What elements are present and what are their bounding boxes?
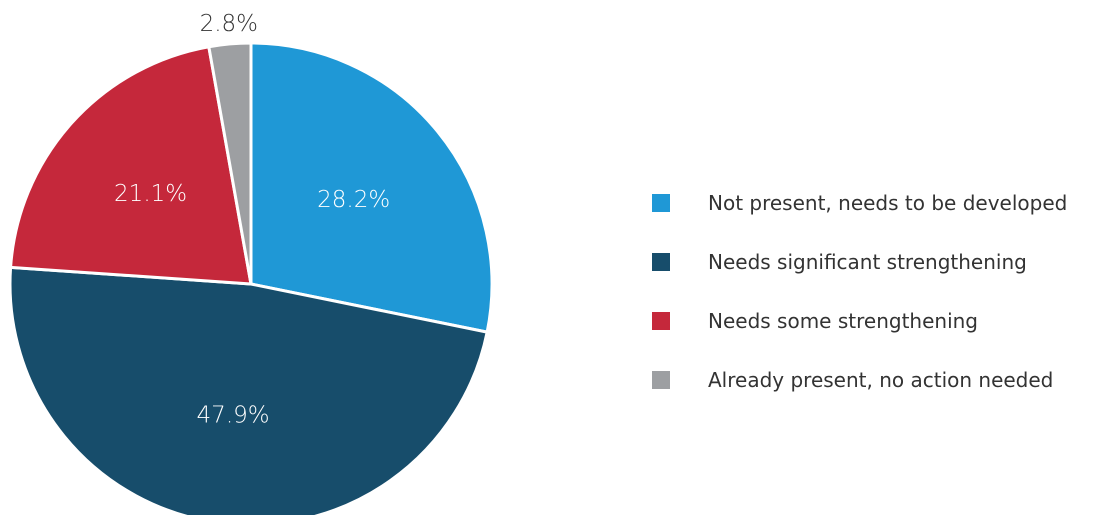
- pie-slice-not-present-needs-to-be-developed: [249, 41, 494, 334]
- legend-swatch-needs-significant-strengthening: [652, 253, 670, 271]
- legend: Not present, needs to be developed Needs …: [652, 191, 1067, 392]
- slice-label-already-present-no-action-needed: 2.8%: [200, 11, 258, 37]
- slice-labels: 28.2% 47.9% 21.1% 2.8%: [114, 11, 390, 428]
- legend-swatch-not-present-needs-to-be-developed: [652, 194, 670, 212]
- pie-slice-already-present-no-action-needed: [207, 41, 253, 286]
- legend-swatch-needs-some-strengthening: [652, 312, 670, 330]
- pie-slice-needs-significant-strengthening: [8, 265, 489, 515]
- slice-label-not-present-needs-to-be-developed: 28.2%: [317, 187, 390, 213]
- slice-label-needs-some-strengthening: 21.1%: [114, 181, 187, 207]
- slice-label-needs-significant-strengthening: 47.9%: [197, 402, 270, 428]
- legend-label-already-present-no-action-needed: Already present, no action needed: [708, 368, 1053, 392]
- pie-slice-needs-some-strengthening: [9, 45, 253, 286]
- legend-swatch-already-present-no-action-needed: [652, 371, 670, 389]
- legend-label-not-present-needs-to-be-developed: Not present, needs to be developed: [708, 191, 1067, 215]
- pie-slices: [8, 41, 494, 515]
- legend-label-needs-significant-strengthening: Needs significant strengthening: [708, 250, 1027, 274]
- legend-label-needs-some-strengthening: Needs some strengthening: [708, 309, 978, 333]
